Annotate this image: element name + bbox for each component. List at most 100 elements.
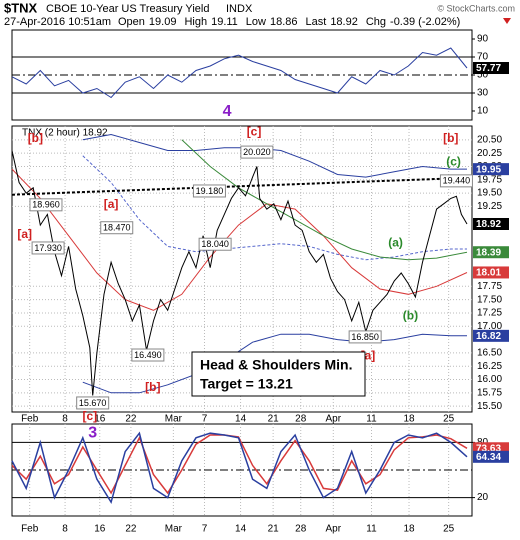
price-label: 15.670 — [79, 398, 107, 408]
note-box — [191, 351, 366, 397]
series-line — [11, 431, 468, 505]
wave-label: 3 — [88, 424, 97, 441]
x-tick-label: 22 — [125, 414, 137, 425]
field-value: -0.39 (-2.02%) — [390, 16, 460, 28]
series-line — [11, 150, 468, 396]
field-value: 19.11 — [211, 16, 238, 28]
wave-label: [c] — [247, 125, 262, 139]
y-tick-label: 20.25 — [477, 148, 502, 159]
field-label: Last — [306, 16, 327, 28]
y-tick-label: 19.50 — [477, 188, 502, 199]
value-tag — [473, 266, 509, 279]
x-tick-label: 25 — [443, 524, 455, 535]
value-tag-label: 19.95 — [476, 164, 501, 175]
y-tick-label: 50 — [477, 70, 489, 81]
x-tick-label: 18 — [403, 524, 415, 535]
series-line — [11, 47, 468, 99]
field-value: 18.92 — [330, 16, 358, 28]
value-tag-label: 18.39 — [476, 247, 501, 258]
value-tag — [473, 217, 509, 230]
wave-label: [b] — [145, 380, 160, 394]
wave-label: 4 — [223, 103, 232, 120]
x-tick-label: 7 — [202, 524, 208, 535]
y-tick-label: 16.50 — [477, 348, 502, 359]
x-tick-label: 22 — [125, 524, 137, 535]
x-tick-label: 7 — [202, 414, 208, 425]
x-tick-label: Apr — [326, 524, 342, 535]
x-tick-label: 28 — [295, 414, 307, 425]
x-tick-label: 14 — [235, 414, 247, 425]
x-tick-label: Feb — [21, 524, 39, 535]
field-value: 19.09 — [149, 16, 177, 28]
field-label: Low — [246, 16, 266, 28]
instrument-name: CBOE 10-Year US Treasury Yield — [46, 3, 209, 15]
series-line — [82, 133, 467, 178]
value-tag-label: 18.01 — [476, 268, 501, 279]
field-label: High — [184, 16, 207, 28]
x-tick-label: 16 — [94, 524, 106, 535]
value-tag — [473, 450, 509, 463]
y-tick-label: 20 — [477, 492, 489, 503]
x-tick-label: Mar — [165, 414, 183, 425]
x-tick-label: 14 — [235, 524, 247, 535]
exchange: INDX — [226, 3, 253, 15]
price-label: 18.470 — [103, 223, 131, 233]
y-tick-label: 17.75 — [477, 281, 502, 292]
x-tick-label: 11 — [366, 524, 377, 535]
value-tag-label: 57.77 — [476, 63, 501, 74]
series-line — [82, 155, 467, 261]
y-tick-label: 17.00 — [477, 321, 502, 332]
y-tick-label: 15.75 — [477, 387, 502, 398]
y-tick-label: 19.25 — [477, 201, 502, 212]
series-line — [11, 176, 471, 196]
label-box — [192, 184, 226, 198]
value-tag — [473, 329, 509, 342]
price-label: 16.850 — [351, 332, 379, 342]
x-tick-label: 11 — [366, 414, 377, 425]
x-tick-label: 18 — [403, 414, 415, 425]
series-line — [11, 434, 468, 495]
wave-label: (a) — [388, 235, 403, 249]
wave-label: [a] — [17, 227, 32, 241]
x-tick-label: 21 — [268, 414, 280, 425]
price-label: 17.930 — [34, 243, 62, 253]
field-label: Chg — [366, 16, 386, 28]
wave-label: (b) — [403, 308, 418, 322]
x-tick-label: Feb — [21, 414, 39, 425]
price-label: 19.180 — [196, 186, 224, 196]
x-tick-label: 8 — [62, 524, 68, 535]
watermark: © StockCharts.com — [437, 3, 515, 13]
datetime: 27-Apr-2016 10:51am — [4, 16, 111, 28]
y-tick-label: 17.50 — [477, 294, 502, 305]
series-label: TNX (2 hour) 18.92 — [22, 128, 108, 139]
series-line — [181, 139, 468, 261]
x-tick-label: Apr — [326, 414, 342, 425]
field-label: Open — [118, 16, 145, 28]
field-value: 18.86 — [270, 16, 298, 28]
price-label: 18.960 — [32, 200, 60, 210]
x-tick-label: 25 — [443, 414, 455, 425]
y-tick-label: 15.50 — [477, 401, 502, 412]
label-box — [439, 174, 473, 188]
value-tag — [473, 246, 509, 259]
y-tick-label: 16.00 — [477, 374, 502, 385]
value-tag-label: 18.92 — [476, 219, 501, 230]
quote-fields: Open 19.09 High 19.11 Low 18.86 Last 18.92 Chg -0… — [118, 16, 460, 28]
price-label: 19.440 — [443, 176, 471, 186]
pattern-target: Target = 13.21 — [200, 376, 293, 392]
y-tick-label: 30 — [477, 88, 489, 99]
wave-label: [c] — [83, 409, 98, 423]
y-tick-label: 10 — [477, 106, 489, 117]
price-label: 20.020 — [243, 147, 271, 157]
wave-label: (c) — [446, 154, 461, 168]
pattern-note: Head & Shoulders Min. — [200, 357, 352, 373]
label-box — [31, 241, 65, 255]
wave-label: [b] — [28, 131, 43, 145]
down-arrow — [503, 18, 511, 24]
x-tick-label: 21 — [268, 524, 280, 535]
y-tick-label: 20.50 — [477, 134, 502, 145]
series-line — [82, 333, 467, 394]
wave-label: [a] — [104, 197, 119, 211]
x-tick-label: 16 — [94, 414, 106, 425]
symbol: $TNX — [4, 0, 38, 15]
